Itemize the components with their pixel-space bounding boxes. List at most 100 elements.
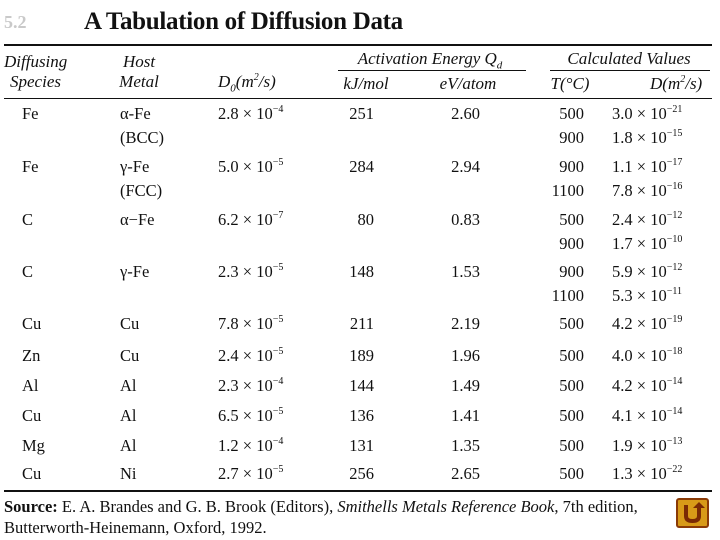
species-cell: Fe (22, 104, 39, 123)
species-cell: Zn (22, 346, 41, 365)
header-activation-energy: Activation Energy Qd (357, 49, 503, 72)
source-book: Smithells Metals Reference Book (337, 497, 555, 516)
diffusion-coefficient-cell: 5.3 × 10−11 (612, 286, 682, 305)
diffusion-coefficient-cell: 4.2 × 10−14 (612, 376, 683, 395)
ev-atom-cell: 0.83 (451, 210, 480, 229)
header-temperature: T(°C) (550, 74, 590, 93)
ev-atom-cell: 2.19 (451, 314, 480, 333)
header-kj-mol: kJ/mol (343, 74, 389, 93)
ev-atom-cell: 1.49 (451, 376, 480, 395)
table-number: 5.2 (4, 12, 27, 32)
temperature-cell: 1100 (551, 181, 584, 200)
diffusion-coefficient-cell: 1.8 × 10−15 (612, 128, 683, 147)
host-metal-cell: Al (120, 406, 137, 425)
host-metal-cell: Cu (120, 314, 140, 333)
source-citation: Source: E. A. Brandes and G. B. Brook (E… (4, 496, 668, 538)
species-cell: Cu (22, 464, 42, 483)
header-host-line1: Host (122, 52, 156, 71)
species-cell: Cu (22, 406, 42, 425)
table-title: A Tabulation of Diffusion Data (84, 8, 403, 35)
temperature-cell: 500 (559, 104, 584, 123)
header-calculated-values: Calculated Values (567, 49, 691, 68)
kj-mol-cell: 189 (349, 346, 374, 365)
header-ev-atom: eV/atom (439, 74, 497, 93)
activation-group-rule (338, 70, 526, 71)
kj-mol-cell: 284 (349, 157, 374, 176)
diffusion-coefficient-cell: 2.4 × 10−12 (612, 210, 683, 229)
top-rule (4, 44, 712, 46)
kj-mol-cell: 144 (349, 376, 374, 395)
d0-cell: 1.2 × 10−4 (218, 436, 284, 455)
d0-cell: 2.3 × 10−5 (218, 262, 284, 281)
kj-mol-cell: 131 (349, 436, 374, 455)
kj-mol-cell: 80 (357, 210, 375, 229)
d0-cell: 6.2 × 10−7 (218, 210, 284, 229)
source-text-a: E. A. Brandes and G. B. Brook (Editors), (57, 497, 338, 516)
diffusion-coefficient-cell: 5.9 × 10−12 (612, 262, 683, 281)
header-species-line1: Diffusing (4, 52, 68, 71)
temperature-cell: 500 (559, 346, 584, 365)
kj-mol-cell: 211 (349, 314, 374, 333)
source-label: Source: (4, 497, 58, 516)
ev-atom-cell: 2.65 (451, 464, 480, 483)
header-diffusing-species: Diffusing Species (4, 52, 67, 92)
host-metal-cell: γ-Fe (120, 262, 150, 281)
d0-cell: 2.8 × 10−4 (218, 104, 284, 123)
kj-mol-cell: 256 (349, 464, 374, 483)
diffusion-coefficient-cell: 4.0 × 10−18 (612, 346, 683, 365)
temperature-cell: 500 (559, 376, 584, 395)
bottom-rule (4, 490, 712, 492)
return-button[interactable] (676, 498, 709, 528)
diffusion-coefficient-cell: 7.8 × 10−16 (612, 181, 683, 200)
temperature-cell: 900 (559, 128, 584, 147)
diffusion-coefficient-cell: 1.7 × 10−10 (612, 234, 683, 253)
host-metal-cell: α-Fe (120, 104, 151, 123)
header-d0: D0(m2/s) (218, 72, 276, 95)
ev-atom-cell: 2.60 (451, 104, 480, 123)
d0-cell: 2.7 × 10−5 (218, 464, 284, 483)
diffusion-coefficient-cell: 3.0 × 10−21 (612, 104, 683, 123)
temperature-cell: 500 (559, 464, 584, 483)
d0-cell: 7.8 × 10−5 (218, 314, 284, 333)
header-species-line2: Species (10, 72, 61, 91)
ev-atom-cell: 1.53 (451, 262, 480, 281)
d0-cell: 6.5 × 10−5 (218, 406, 284, 425)
host-metal-cell: α−Fe (120, 210, 155, 229)
diffusion-coefficient-cell: 4.2 × 10−19 (612, 314, 683, 333)
kj-mol-cell: 251 (349, 104, 374, 123)
host-metal-cell: Ni (120, 464, 137, 483)
temperature-cell: 900 (559, 157, 584, 176)
d0-cell: 2.3 × 10−4 (218, 376, 284, 395)
diffusion-coefficient-cell: 1.1 × 10−17 (612, 157, 683, 176)
ev-atom-cell: 1.35 (451, 436, 480, 455)
source-text-b: , 7th edition, Butterworth-Heinemann, Ox… (4, 497, 638, 537)
species-cell: Mg (22, 436, 45, 455)
host-metal-cell: Al (120, 376, 137, 395)
temperature-cell: 900 (559, 262, 584, 281)
header-rule (4, 98, 712, 99)
ev-atom-cell: 2.94 (451, 157, 480, 176)
d0-cell: 2.4 × 10−5 (218, 346, 284, 365)
kj-mol-cell: 148 (349, 262, 374, 281)
host-metal-cell: γ-Fe (120, 157, 150, 176)
u-turn-icon (684, 502, 705, 524)
temperature-cell: 900 (559, 234, 584, 253)
temperature-cell: 500 (559, 210, 584, 229)
diffusion-coefficient-cell: 1.3 × 10−22 (612, 464, 683, 483)
temperature-cell: 1100 (551, 286, 584, 305)
host-structure-cell: (BCC) (120, 128, 165, 147)
host-metal-cell: Cu (120, 346, 140, 365)
temperature-cell: 500 (559, 436, 584, 455)
ev-atom-cell: 1.96 (451, 346, 480, 365)
ev-atom-cell: 1.41 (451, 406, 480, 425)
temperature-cell: 500 (559, 314, 584, 333)
species-cell: C (22, 210, 34, 229)
calculated-group-rule (550, 70, 710, 71)
host-metal-cell: Al (120, 436, 137, 455)
temperature-cell: 500 (559, 406, 584, 425)
kj-mol-cell: 136 (349, 406, 374, 425)
diffusion-coefficient-cell: 1.9 × 10−13 (612, 436, 683, 455)
header-host-metal: Host Metal (104, 52, 174, 92)
host-structure-cell: (FCC) (120, 181, 163, 200)
species-cell: Al (22, 376, 39, 395)
